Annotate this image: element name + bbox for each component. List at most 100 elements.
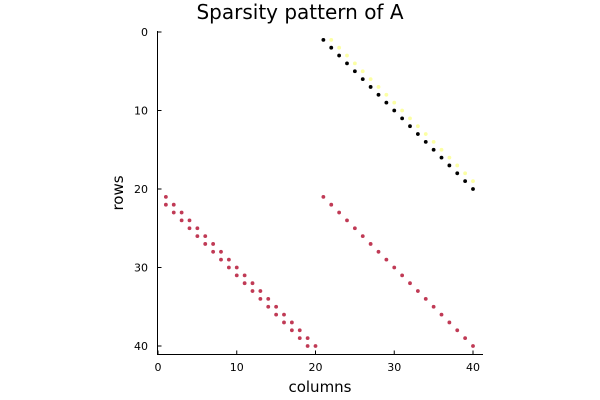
nonzero-marker <box>447 320 452 325</box>
nonzero-marker <box>471 179 475 184</box>
nonzero-marker <box>187 226 192 231</box>
nonzero-marker <box>234 265 239 270</box>
nonzero-marker <box>337 45 342 50</box>
nonzero-marker <box>329 37 334 42</box>
nonzero-marker <box>463 171 468 176</box>
nonzero-marker <box>226 265 231 270</box>
nonzero-marker <box>400 116 405 121</box>
nonzero-marker <box>203 234 208 239</box>
nonzero-marker <box>400 108 405 113</box>
nonzero-marker <box>360 77 365 81</box>
nonzero-marker <box>305 336 310 341</box>
nonzero-marker <box>329 45 334 50</box>
nonzero-marker <box>329 202 334 207</box>
nonzero-marker <box>352 69 357 74</box>
nonzero-marker <box>305 344 310 348</box>
x-tick-label: 40 <box>466 361 480 374</box>
nonzero-marker <box>376 92 381 97</box>
nonzero-marker <box>408 124 412 129</box>
nonzero-marker <box>337 210 342 215</box>
nonzero-marker <box>415 289 420 293</box>
nonzero-marker <box>408 281 412 286</box>
nonzero-marker <box>376 85 381 89</box>
nonzero-marker <box>258 289 263 293</box>
nonzero-marker <box>392 265 397 270</box>
nonzero-marker <box>266 297 271 301</box>
y-tick-label: 30 <box>134 262 148 275</box>
nonzero-marker <box>219 257 223 262</box>
y-ticks: 0 10 20 30 40 <box>134 26 162 353</box>
nonzero-marker <box>368 77 373 81</box>
nonzero-marker <box>471 344 475 348</box>
x-tick-label: 30 <box>387 361 401 374</box>
nonzero-marker <box>219 249 223 254</box>
nonzero-marker <box>242 273 247 278</box>
nonzero-marker <box>274 312 279 317</box>
nonzero-marker <box>368 85 373 89</box>
nonzero-marker <box>345 218 349 223</box>
nonzero-marker <box>439 155 444 160</box>
nonzero-marker <box>400 273 405 278</box>
nonzero-marker <box>423 140 428 144</box>
nonzero-marker <box>368 242 373 246</box>
nonzero-marker <box>455 171 460 176</box>
nonzero-marker <box>337 53 342 58</box>
nonzero-marker <box>352 226 357 231</box>
nonzero-marker <box>471 187 475 191</box>
nonzero-marker <box>171 210 176 215</box>
nonzero-marker <box>187 218 192 223</box>
nonzero-marker <box>321 37 326 42</box>
nonzero-marker <box>384 100 389 105</box>
nonzero-marker <box>211 242 216 246</box>
nonzero-marker <box>439 147 444 152</box>
nonzero-marker <box>282 312 286 317</box>
nonzero-marker <box>455 163 460 168</box>
nonzero-marker <box>195 226 200 231</box>
nonzero-marker <box>415 124 420 129</box>
nonzero-marker <box>297 336 302 341</box>
x-tick-label: 10 <box>230 361 244 374</box>
nonzero-marker <box>439 312 444 317</box>
nonzero-marker <box>266 304 271 309</box>
y-tick-label: 10 <box>134 105 148 118</box>
nonzero-marker <box>211 249 216 254</box>
nonzero-marker <box>392 100 397 105</box>
nonzero-marker <box>352 61 357 66</box>
nonzero-marker <box>289 320 294 325</box>
nonzero-marker <box>250 289 255 293</box>
nonzero-marker <box>447 155 452 160</box>
nonzero-marker <box>179 218 184 223</box>
nonzero-marker <box>455 328 460 333</box>
nonzero-marker <box>282 320 286 325</box>
nonzero-marker <box>360 69 365 74</box>
y-tick-label: 40 <box>134 340 148 353</box>
nonzero-marker <box>431 147 436 152</box>
nonzero-marker <box>423 132 428 136</box>
nonzero-marker <box>258 297 263 301</box>
nonzero-marker <box>415 132 420 136</box>
nonzero-marker <box>250 281 255 286</box>
nonzero-marker <box>226 257 231 262</box>
nonzero-marker <box>313 344 318 348</box>
nonzero-marker <box>163 202 168 207</box>
nonzero-marker <box>463 336 468 341</box>
chart-title: Sparsity pattern of A <box>196 0 404 24</box>
x-tick-label: 0 <box>155 361 162 374</box>
x-tick-label: 20 <box>309 361 323 374</box>
nonzero-marker <box>376 249 381 254</box>
nonzero-marker <box>163 194 168 199</box>
nonzero-marker <box>179 210 184 215</box>
nonzero-marker <box>171 202 176 207</box>
y-tick-label: 20 <box>134 183 148 196</box>
nonzero-marker <box>392 108 397 113</box>
nonzero-marker <box>242 281 247 286</box>
nonzero-marker <box>384 257 389 262</box>
x-axis-label: columns <box>288 378 351 396</box>
nonzero-marker <box>345 53 349 58</box>
nonzero-marker <box>408 116 412 121</box>
nonzero-marker <box>289 328 294 333</box>
nonzero-marker <box>384 92 389 97</box>
nonzero-marker <box>431 304 436 309</box>
nonzero-marker <box>321 194 326 199</box>
nonzero-marker <box>360 234 365 239</box>
